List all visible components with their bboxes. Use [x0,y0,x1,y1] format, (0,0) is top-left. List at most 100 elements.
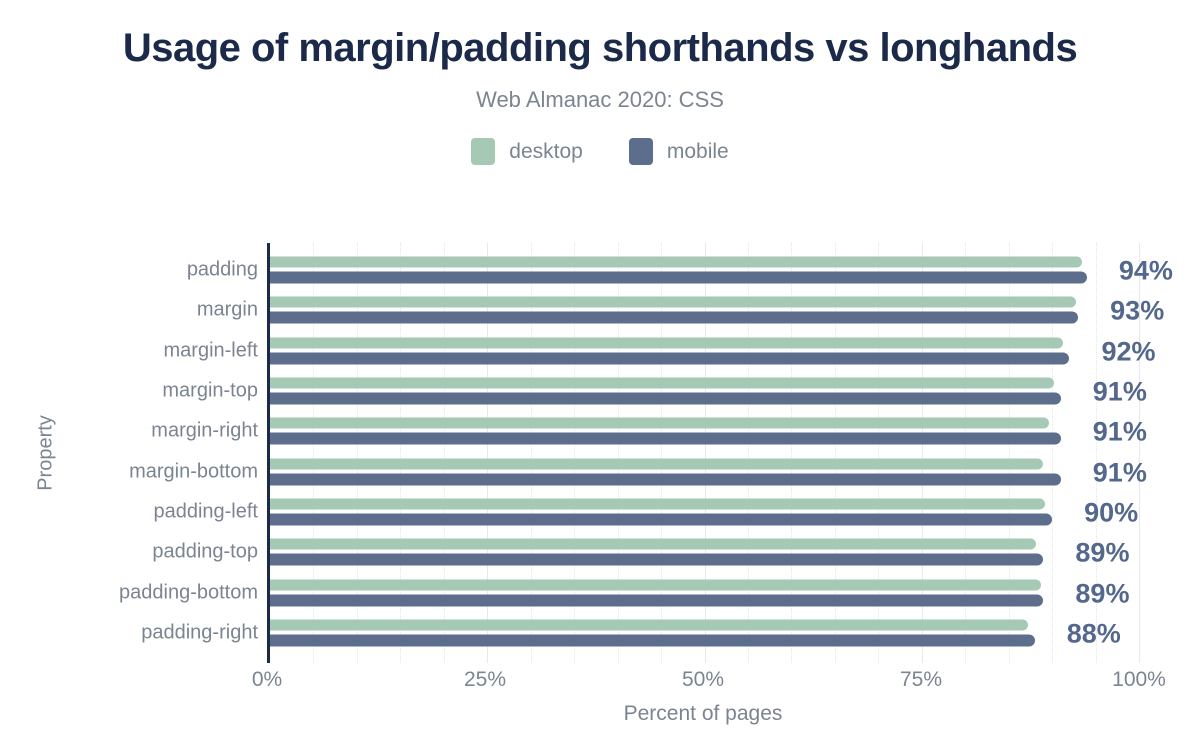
x-tick-label: 50% [681,668,725,691]
mobile-bar [270,311,1079,324]
chart-row: margin-right 91% [151,411,1147,451]
value-label: 91% [1092,457,1147,488]
chart-title: Usage of margin/padding shorthands vs lo… [122,26,1078,70]
x-tick-label: 25% [463,668,507,691]
mobile-bar [270,392,1061,405]
desktop-bar [270,538,1036,550]
gridline-minor [1052,243,1054,663]
gridline-minor [400,243,402,663]
chart-row: padding-left 90% [153,492,1139,532]
chart-subtitle: Web Almanac 2020: CSS [476,87,724,112]
chart-row: padding-right 88% [141,613,1139,653]
gridline-major [704,243,706,663]
value-label: 91% [1092,376,1147,407]
gridline-minor [530,243,532,663]
mobile-bar [270,432,1061,445]
x-axis-title: Percent of pages [623,702,783,725]
gridline-minor [356,243,358,663]
value-label: 90% [1084,497,1139,528]
chart-row: padding-bottom 89% [119,572,1139,612]
x-axis-ticks: 0% 25% 50% 75% 100% [252,668,1166,692]
desktop-bar [270,458,1044,470]
legend: desktop mobile [0,138,1200,165]
value-label: 89% [1075,577,1130,608]
bar-rows: padding 94% margin 93% margin-left 92% margin-… [119,243,1173,663]
gridline-major [487,243,489,663]
gridline-minor [661,243,663,663]
bar-pair [270,458,1139,486]
category-label: margin-right [151,419,258,442]
bar-pair [270,619,1139,647]
legend-label-mobile: mobile [666,139,729,163]
gridline-minor [747,243,749,663]
bar-pair [270,498,1139,526]
desktop-bar [270,579,1041,591]
value-label: 88% [1066,618,1121,649]
bar-pair [270,337,1139,365]
y-axis-title: Property [34,415,57,491]
category-label: margin-bottom [129,460,258,483]
category-label: padding [186,258,258,281]
gridline-minor [965,243,967,663]
desktop-bar [270,377,1054,389]
bar-pair [270,579,1139,607]
value-label: 92% [1101,336,1156,367]
mobile-bar [270,634,1035,647]
gridline-minor [443,243,445,663]
desktop-bar [270,417,1049,429]
x-tick-label: 75% [899,668,943,691]
bar-pair [270,417,1139,445]
value-label: 94% [1118,255,1173,286]
desktop-swatch [471,138,496,165]
mobile-bar [270,513,1053,526]
desktop-bar [270,619,1028,631]
value-label: 91% [1092,416,1147,447]
gridline-minor [834,243,836,663]
legend-item-mobile: mobile [628,138,729,165]
desktop-bar [270,337,1064,349]
chart-row: margin-top 91% [162,371,1146,411]
category-label: padding-left [153,500,258,523]
chart-row: padding-top 89% [152,532,1139,572]
chart-row: margin 93% [197,290,1164,330]
gridline-minor [1095,243,1097,663]
value-label: 93% [1110,295,1165,326]
legend-item-desktop: desktop [471,138,583,165]
mobile-bar [270,473,1061,486]
category-label: margin [196,298,258,321]
bar-pair [270,377,1139,405]
category-label: margin-top [162,379,258,402]
mobile-swatch [628,138,653,165]
mobile-bar [270,594,1044,607]
gridline-minor [878,243,880,663]
gridlines [270,243,1140,663]
desktop-bar [270,256,1082,268]
category-label: margin-left [163,339,258,362]
mobile-bar [270,352,1070,365]
bar-pair [270,256,1139,284]
gridline-minor [313,243,315,663]
chart-row: margin-left 92% [164,331,1156,371]
mobile-bar [270,271,1087,284]
gridline-major [921,243,923,663]
category-label: padding-right [141,621,258,644]
gridline-minor [617,243,619,663]
mobile-bar [270,553,1044,566]
bar-pair [270,296,1139,324]
category-label: padding-bottom [119,581,258,604]
desktop-bar [270,296,1077,308]
x-tick-label: 0% [251,668,283,691]
gridline-major [1139,243,1140,663]
plot-area: padding 94% margin 93% margin-left 92% margin-… [119,243,1173,663]
legend-label-desktop: desktop [509,139,583,163]
desktop-bar [270,498,1046,510]
gridline-minor [1008,243,1010,663]
value-label: 89% [1075,537,1130,568]
x-tick-label: 100% [1112,668,1166,691]
bar-pair [270,538,1139,566]
chart-row: margin-bottom 91% [129,451,1147,491]
gridline-minor [574,243,576,663]
chart-row: padding 94% [187,250,1173,290]
gridline-minor [791,243,793,663]
